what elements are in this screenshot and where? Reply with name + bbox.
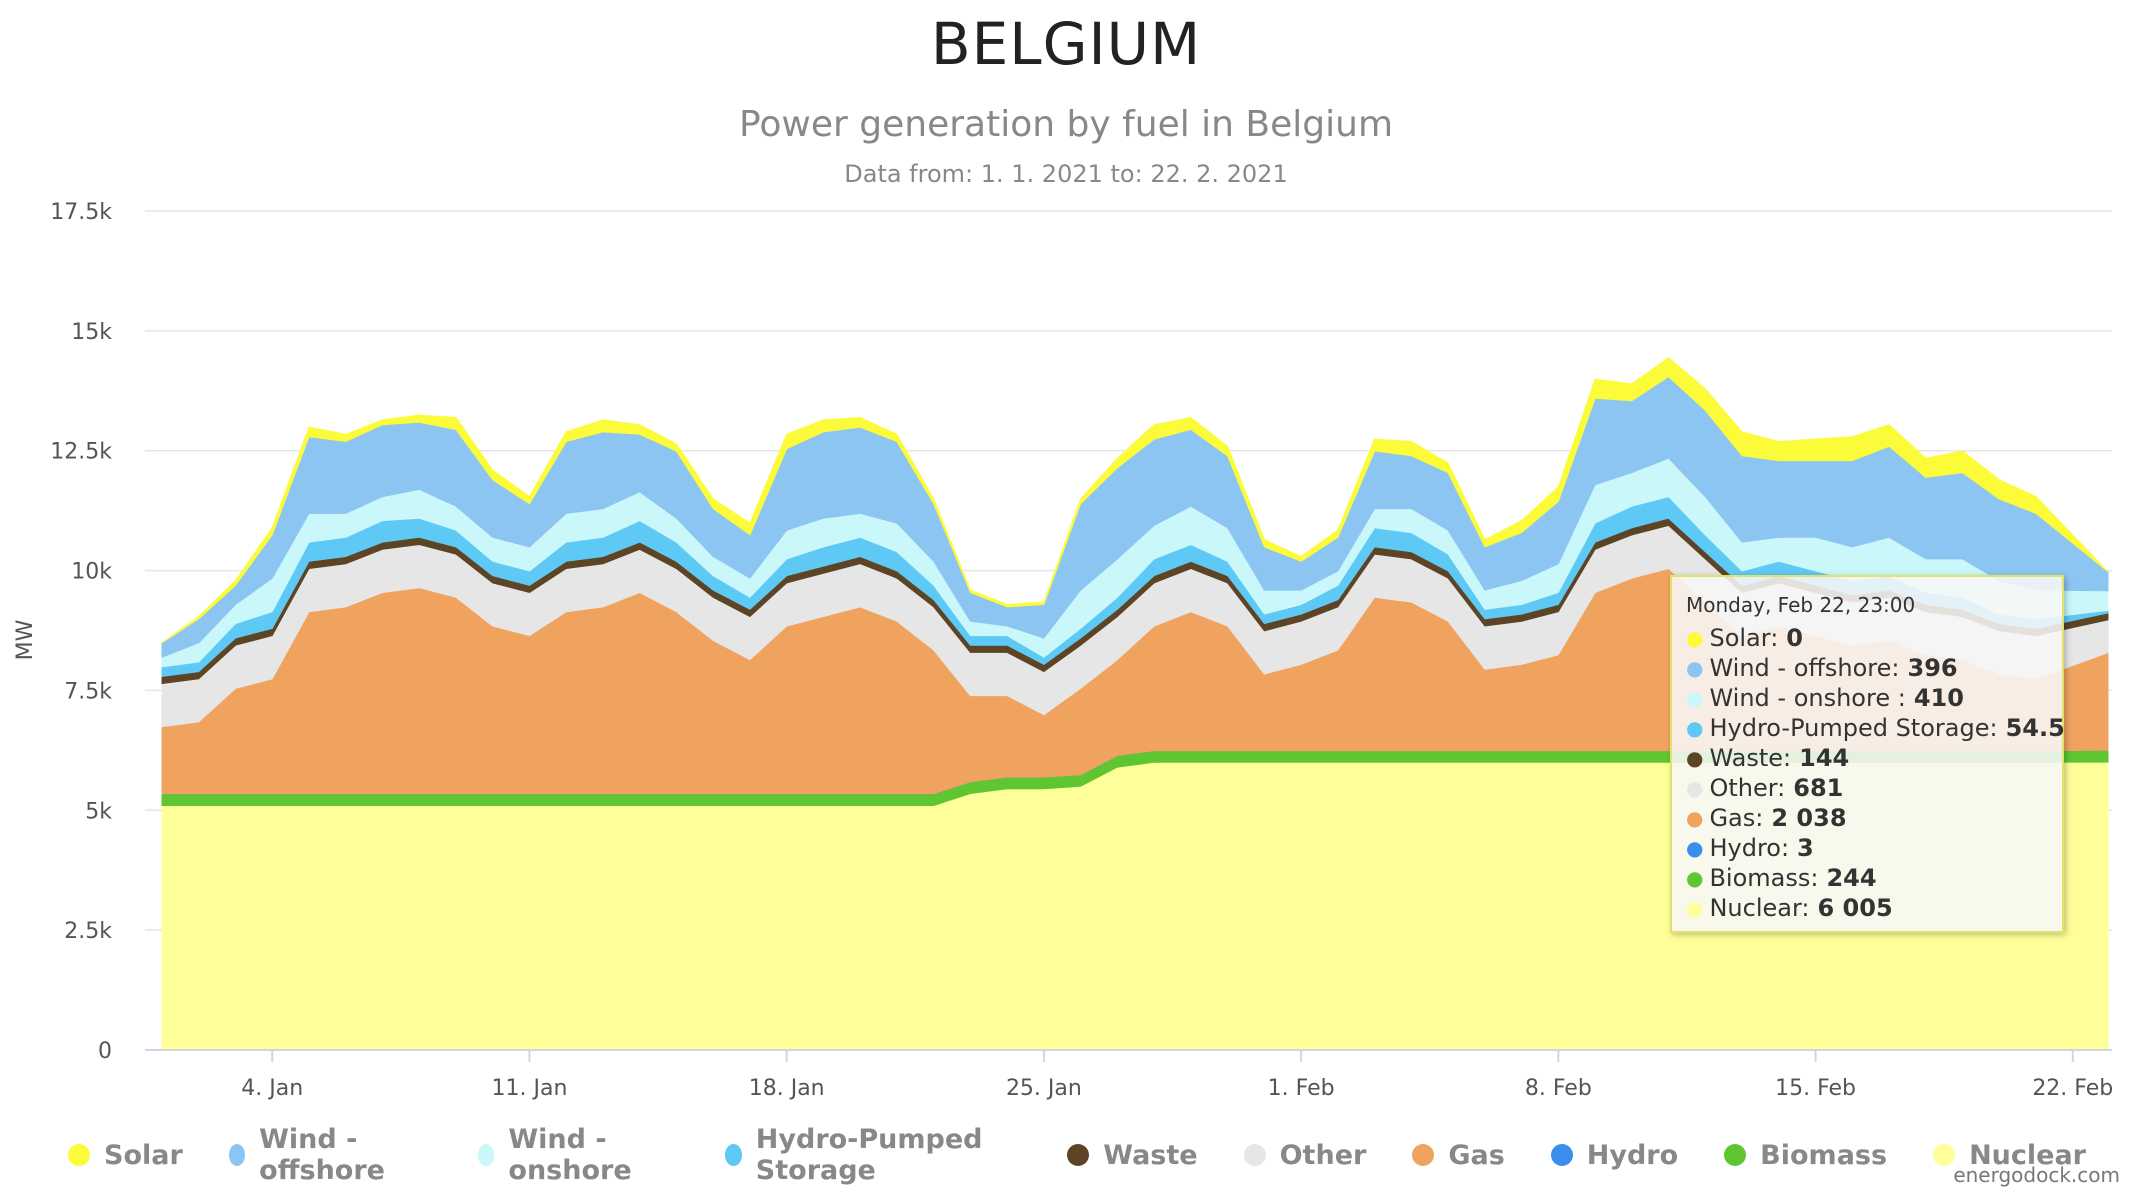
legend-marker-icon [1724,1144,1747,1166]
x-tick-label: 1. Feb [1268,1076,1335,1101]
tooltip-label: Biomass: [1709,864,1819,892]
tooltip-label: Wind - onshore : [1709,684,1906,712]
axes: 0 2.5k 5k 7.5k 10k 12.5k 15k 17.5k 4. Jan 11. Jan… [50,200,2113,1101]
tooltip-value: 2 038 [1771,804,1847,832]
legend-label: Nuclear [1969,1139,2086,1171]
tooltip-row: ● Wind - offshore: 396 [1686,653,2048,683]
tooltip-bullet-icon: ● [1686,836,1704,860]
tooltip-bullet-icon: ● [1686,776,1704,800]
tooltip-bullet-icon: ● [1686,896,1704,920]
legend-item-solar[interactable]: Solar [68,1140,183,1171]
tooltip-value: 144 [1799,744,1850,772]
legend-label: Wind - onshore [508,1124,632,1186]
tooltip-bullet-icon: ● [1686,866,1704,890]
tooltip-value: 0 [1786,624,1803,652]
tooltip-header: Monday, Feb 22, 23:00 [1686,593,1916,617]
legend-item-wind-onshore[interactable]: Wind - onshore [478,1124,679,1186]
chart-subtitle: Data from: 1. 1. 2021 to: 22. 2. 2021 [844,160,1288,188]
tooltip-bullet-icon: ● [1686,806,1704,830]
tooltip-row: ● Hydro-Pumped Storage: 54.5 [1686,713,2065,743]
tooltip-value: 681 [1793,774,1844,802]
y-tick-label: 5k [85,799,112,824]
legend-item-other[interactable]: Other [1243,1139,1367,1171]
x-tick-label: 18. Jan [749,1076,825,1101]
legend-marker-icon [228,1144,246,1166]
tooltip-value: 3 [1797,834,1814,862]
legend-marker-icon [1550,1144,1573,1166]
tooltip-row: ● Waste: 144 [1686,743,2048,773]
legend-label: Hydro [1586,1139,1679,1171]
legend-item-nuclear[interactable]: Nuclear [1933,1140,2086,1171]
x-tick-label: 4. Jan [241,1076,303,1101]
y-tick-label: 15k [71,320,112,345]
hover-tooltip: Monday, Feb 22, 23:00 ● Solar: 0 ● Wind - o… [1670,575,2065,933]
tooltip-row: ● Nuclear: 6 005 [1686,893,2048,923]
tooltip-bullet-icon: ● [1686,626,1704,650]
tooltip-label: Nuclear: [1709,894,1810,922]
chart-title: Power generation by fuel in Belgium [738,104,1394,145]
legend-item-waste[interactable]: Waste [1067,1139,1198,1171]
legend-marker-icon [1067,1144,1090,1166]
legend-marker-icon [725,1144,742,1166]
legend-item-hydro[interactable]: Hydro [1550,1139,1679,1171]
tooltip-label: Solar: [1709,624,1779,652]
legend-marker-icon [68,1144,90,1166]
tooltip-bullet-icon: ● [1686,716,1704,740]
credit-link[interactable]: energodock.com [1953,1163,2120,1187]
y-tick-label: 12.5k [50,440,112,465]
chart-legend: Solar Wind - offshore Wind - onshore Hydro-… [68,1124,2132,1186]
y-tick-label: 17.5k [50,200,112,225]
tooltip-row: ● Biomass: 244 [1686,863,2048,893]
tooltip-label: Other: [1709,774,1786,802]
tooltip-value: 54.5 [2005,714,2065,742]
tooltip-bullet-icon: ● [1686,746,1704,770]
tooltip-value: 396 [1907,654,1958,682]
tooltip-row: ● Hydro: 3 [1686,833,2048,863]
tooltip-row: ● Gas: 2 038 [1686,803,2048,833]
x-tick-label: 25. Jan [1006,1076,1082,1101]
series-areas[interactable] [161,356,2109,1051]
tooltip-bullet-icon: ● [1686,656,1704,680]
legend-marker-icon [1412,1144,1435,1166]
area-solar [161,356,2109,644]
tooltip-label: Hydro-Pumped Storage: [1709,714,1998,742]
legend-label: Biomass [1760,1139,1888,1171]
x-tick-label: 15. Feb [1775,1076,1856,1101]
tooltip-label: Waste: [1709,744,1792,772]
tooltip-label: Wind - offshore: [1709,654,1900,682]
tooltip-row: ● Other: 681 [1686,773,2048,803]
page-title: BELGIUM [930,10,1202,78]
x-tick-label: 22. Feb [2032,1076,2113,1101]
tooltip-rows: ● Solar: 0 ● Wind - offshore: 396 ● Wind - on… [1686,623,2065,923]
tooltip-value: 410 [1913,684,1964,712]
tooltip-value: 6 005 [1817,894,1893,922]
legend-marker-icon [1243,1144,1266,1166]
legend-label: Waste [1103,1139,1198,1171]
legend-marker-icon [1933,1144,1956,1166]
legend-label: Other [1279,1139,1367,1171]
y-tick-label: 2.5k [64,919,112,944]
legend-label: Hydro-Pumped Storage [755,1124,983,1186]
legend-label: Gas [1448,1139,1505,1171]
stacked-area-chart[interactable]: 0 2.5k 5k 7.5k 10k 12.5k 15k 17.5k 4. Jan 11. Jan… [0,0,2132,1110]
y-tick-label: 0 [98,1039,112,1064]
tooltip-label: Gas: [1709,804,1764,832]
legend-item-biomass[interactable]: Biomass [1724,1140,1887,1171]
tooltip-row: ● Wind - onshore : 410 [1686,683,2048,713]
legend-item-hydro-pumped-storage[interactable]: Hydro-Pumped Storage [725,1124,1021,1186]
x-tick-label: 11. Jan [492,1076,568,1101]
tooltip-value: 244 [1826,864,1877,892]
legend-marker-icon [478,1144,495,1166]
tooltip-bullet-icon: ● [1686,686,1704,710]
legend-label: Wind - offshore [259,1124,385,1186]
y-tick-label: 10k [71,560,112,585]
tooltip-row: ● Solar: 0 [1686,623,2048,653]
legend-item-wind-offshore[interactable]: Wind - offshore [228,1124,432,1186]
legend-item-gas[interactable]: Gas [1412,1139,1505,1171]
legend-label: Solar [104,1139,183,1171]
y-axis-title: MW [13,619,38,660]
x-tick-label: 8. Feb [1525,1076,1592,1101]
tooltip-label: Hydro: [1709,834,1790,862]
y-tick-label: 7.5k [64,679,112,704]
